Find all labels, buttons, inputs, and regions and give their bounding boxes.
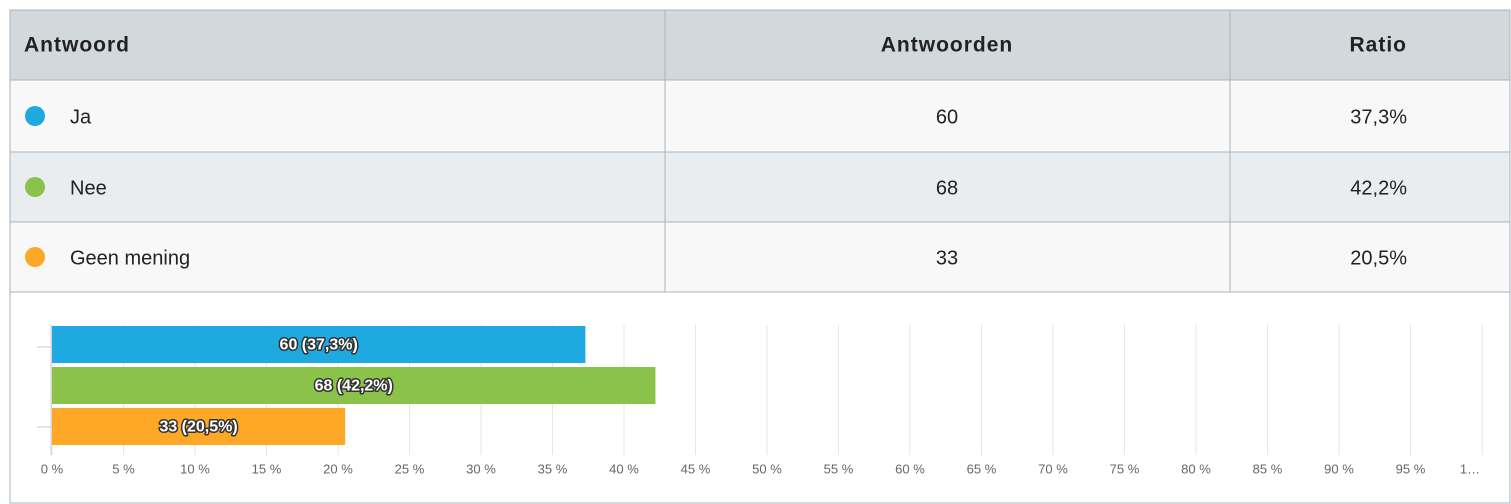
x-tick-label: 90 % xyxy=(1324,461,1354,476)
x-tick-label: 60 % xyxy=(895,461,925,476)
header-cell: Antwoord xyxy=(24,34,130,57)
bar xyxy=(52,326,586,363)
header-cell: Antwoorden xyxy=(881,34,1013,57)
bar xyxy=(52,367,656,404)
x-tick-label: 10 % xyxy=(180,461,210,476)
cell: 37,3% xyxy=(1350,106,1407,128)
x-tick-label: 70 % xyxy=(1038,461,1068,476)
legend-dot xyxy=(25,177,45,197)
cell: 60 xyxy=(936,106,958,128)
data-label: 68 (42,2%) xyxy=(315,378,393,395)
table-row xyxy=(9,79,1511,153)
x-tick-label: 95 % xyxy=(1396,461,1426,476)
x-tick-label: 15 % xyxy=(252,461,282,476)
cell: Nee xyxy=(70,177,107,199)
table-row xyxy=(9,221,1511,293)
x-tick-label: 5 % xyxy=(112,461,135,476)
x-tick-label: 50 % xyxy=(752,461,782,476)
data-label: 33 (20,5%) xyxy=(159,419,237,436)
x-tick-label: 1… xyxy=(1460,461,1480,476)
cell: 33 xyxy=(936,247,958,269)
cell: Ja xyxy=(70,106,92,128)
cell: Geen mening xyxy=(70,247,190,269)
x-tick-label: 85 % xyxy=(1253,461,1283,476)
cell: 68 xyxy=(936,177,958,199)
cell: 20,5% xyxy=(1350,247,1407,269)
x-tick-label: 40 % xyxy=(609,461,639,476)
x-tick-label: 65 % xyxy=(967,461,997,476)
x-tick-label: 25 % xyxy=(395,461,425,476)
table-row xyxy=(9,151,1511,223)
x-tick-label: 20 % xyxy=(323,461,353,476)
legend-dot xyxy=(25,247,45,267)
table-header xyxy=(9,9,1511,81)
cell: 42,2% xyxy=(1350,177,1407,199)
x-tick-label: 80 % xyxy=(1181,461,1211,476)
x-tick-label: 55 % xyxy=(824,461,854,476)
x-tick-label: 75 % xyxy=(1110,461,1140,476)
bar xyxy=(52,408,346,445)
x-tick-label: 0 % xyxy=(41,461,64,476)
x-tick-label: 30 % xyxy=(466,461,496,476)
data-label: 60 (37,3%) xyxy=(280,337,358,354)
legend-dot xyxy=(25,106,45,126)
x-tick-label: 45 % xyxy=(681,461,711,476)
header-cell: Ratio xyxy=(1350,34,1408,57)
x-tick-label: 35 % xyxy=(538,461,568,476)
